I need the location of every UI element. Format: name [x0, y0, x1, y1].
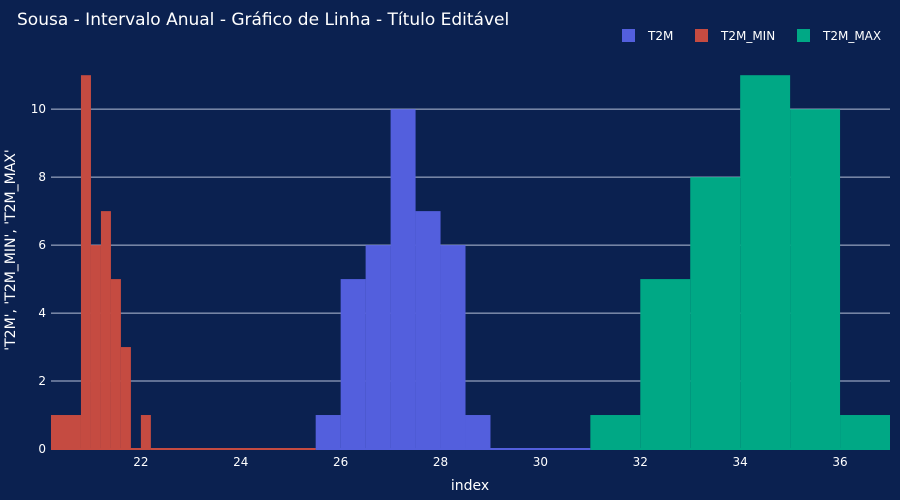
bar [465, 415, 491, 449]
bar [120, 347, 131, 449]
y-tick-label: 6 [38, 238, 46, 252]
bar [365, 245, 391, 449]
bar [415, 211, 441, 449]
bar [80, 75, 91, 449]
x-tick-label: 26 [333, 455, 348, 469]
series-t2m-max [590, 75, 890, 449]
bar [340, 279, 366, 449]
series-t2m-min [51, 75, 151, 449]
x-tick-label: 24 [233, 455, 248, 469]
series-t2m [315, 109, 491, 449]
bar [51, 415, 81, 449]
y-tick-label: 2 [38, 374, 46, 388]
legend-swatch [797, 29, 810, 42]
legend-label: T2M_MIN [720, 29, 775, 43]
x-tick-label: 22 [133, 455, 148, 469]
x-axis-title: index [451, 478, 489, 494]
y-tick-label: 4 [38, 306, 46, 320]
legend-label: T2M_MAX [822, 29, 881, 43]
x-tick-label: 28 [433, 455, 448, 469]
bar [90, 245, 101, 449]
legend[interactable]: T2M T2M_MIN T2M_MAX [622, 29, 881, 43]
y-axis-title: 'T2M', 'T2M_MIN', 'T2M_MAX' [3, 149, 19, 350]
x-axis-ticks: 22 24 26 28 30 32 34 36 [133, 455, 847, 469]
x-tick-label: 30 [533, 455, 548, 469]
bar [840, 415, 890, 449]
bar [740, 75, 791, 449]
legend-swatch [695, 29, 708, 42]
bar [790, 109, 841, 449]
y-axis-ticks: 0 2 4 6 8 10 [31, 102, 46, 456]
bars [51, 75, 890, 449]
bar [640, 279, 691, 449]
legend-item[interactable]: T2M [622, 29, 673, 43]
x-tick-label: 32 [633, 455, 648, 469]
bar [110, 279, 121, 449]
bar [690, 177, 741, 449]
x-tick-label: 34 [733, 455, 748, 469]
bar [315, 415, 341, 449]
y-tick-label: 0 [38, 442, 46, 456]
legend-item[interactable]: T2M_MAX [797, 29, 881, 43]
legend-label: T2M [647, 29, 673, 43]
x-tick-label: 36 [832, 455, 847, 469]
y-tick-label: 10 [31, 102, 46, 116]
y-tick-label: 8 [38, 170, 46, 184]
bar [590, 415, 641, 449]
legend-swatch [622, 29, 635, 42]
bar [440, 245, 466, 449]
legend-item[interactable]: T2M_MIN [695, 29, 775, 43]
bar [140, 415, 151, 449]
bar [390, 109, 416, 449]
chart-title: Sousa - Intervalo Anual - Gráfico de Lin… [17, 10, 509, 30]
bar [100, 211, 111, 449]
